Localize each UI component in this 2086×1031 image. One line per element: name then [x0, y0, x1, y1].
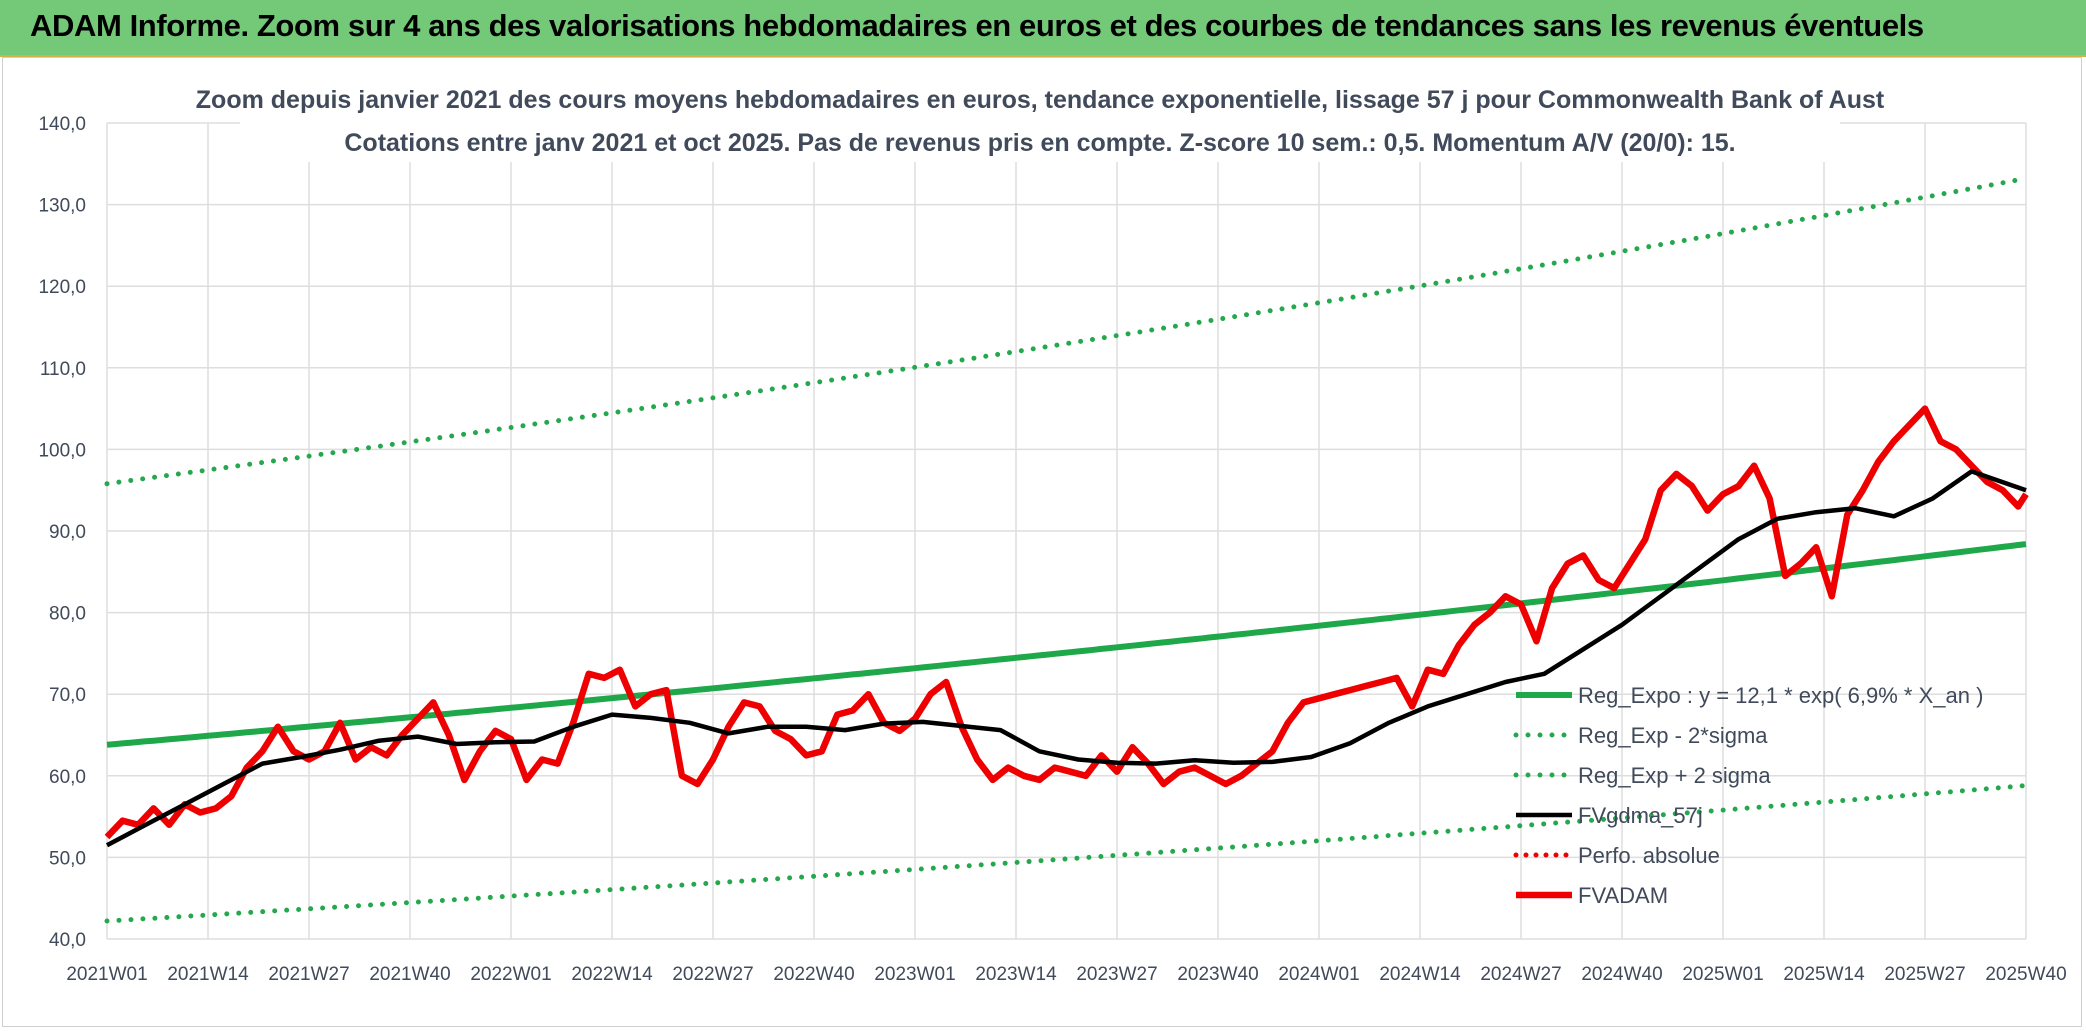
y-tick-label: 40,0 [49, 930, 86, 951]
grid [106, 122, 2027, 940]
x-tick-label: 2024W14 [1379, 964, 1461, 985]
legend: Reg_Expo : y = 12,1 * exp( 6,9% * X_an )… [1513, 683, 1983, 908]
y-tick-label: 100,0 [38, 440, 86, 461]
y-tick-label: 60,0 [49, 767, 86, 788]
y-tick-label: 50,0 [49, 848, 86, 869]
x-tick-label: 2025W01 [1682, 964, 1763, 985]
x-tick-label: 2025W27 [1884, 964, 1965, 985]
x-tick-label: 2023W27 [1076, 964, 1157, 985]
x-axis-ticks: 2021W01 2021W14 2021W27 2021W40 2022W01 2022W… [66, 964, 2066, 985]
y-tick-label: 120,0 [38, 277, 86, 298]
legend-label-0: Reg_Expo : y = 12,1 * exp( 6,9% * X_an ) [1578, 683, 1983, 708]
x-tick-label: 2024W27 [1480, 964, 1561, 985]
y-tick-label: 70,0 [49, 685, 86, 706]
legend-label-5: FVADAM [1578, 883, 1668, 908]
series-line-2 [104, 176, 2029, 487]
chart-title-line1: Zoom depuis janvier 2021 des cours moyen… [196, 86, 1885, 114]
x-tick-label: 2023W40 [1177, 964, 1258, 985]
legend-label-3: FVgdma_57j [1578, 803, 1703, 828]
chart-title-line2: Cotations entre janv 2021 et oct 2025. P… [344, 129, 1735, 157]
title-banner: ADAM Informe. Zoom sur 4 ans des valoris… [0, 0, 2086, 57]
x-tick-label: 2022W01 [470, 964, 551, 985]
x-tick-label: 2021W14 [167, 964, 249, 985]
series-line-0 [106, 541, 2027, 748]
y-tick-label: 90,0 [49, 522, 86, 543]
x-tick-label: 2023W14 [975, 964, 1057, 985]
x-tick-label: 2025W40 [1985, 964, 2066, 985]
x-tick-label: 2022W40 [773, 964, 854, 985]
series-line-3 [105, 469, 2027, 848]
y-tick-label: 130,0 [38, 196, 86, 217]
title-backdrop [240, 80, 1840, 162]
banner-title: ADAM Informe. Zoom sur 4 ans des valoris… [30, 8, 1924, 43]
x-tick-label: 2023W01 [874, 964, 955, 985]
x-tick-label: 2024W40 [1581, 964, 1662, 985]
series-line-1 [104, 783, 2029, 924]
y-tick-label: 140,0 [38, 114, 86, 135]
y-axis-ticks: 40,0 50,0 60,0 70,0 80,0 90,0 100,0 110,0 120,0 1… [38, 114, 86, 951]
series-layer [104, 176, 2029, 924]
x-tick-label: 2021W01 [66, 964, 147, 985]
legend-label-1: Reg_Exp - 2*sigma [1578, 723, 1768, 748]
y-tick-label: 80,0 [49, 604, 86, 625]
chart-frame [2, 57, 2082, 1027]
x-tick-label: 2025W14 [1783, 964, 1865, 985]
x-tick-label: 2024W01 [1278, 964, 1359, 985]
legend-label-2: Reg_Exp + 2 sigma [1578, 763, 1771, 788]
x-tick-label: 2022W27 [672, 964, 753, 985]
x-tick-label: 2022W14 [571, 964, 653, 985]
y-tick-label: 110,0 [40, 359, 86, 380]
x-tick-label: 2021W27 [268, 964, 349, 985]
series-line-4 [104, 405, 2029, 840]
legend-label-4: Perfo. absolue [1578, 843, 1720, 868]
x-tick-label: 2021W40 [369, 964, 450, 985]
